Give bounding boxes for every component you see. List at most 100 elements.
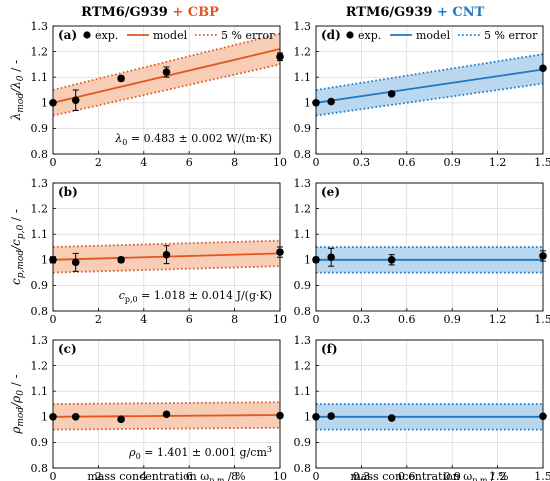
y-axis-label-sub2: 0 — [16, 75, 26, 81]
y-tick-label: 1 — [41, 411, 48, 424]
data-point — [327, 412, 335, 420]
y-axis-label-unit: / - — [9, 60, 23, 76]
y-axis-label-main: c — [9, 278, 23, 285]
x-tick-label: 8 — [231, 156, 238, 169]
annotation-subscript: 0 — [122, 138, 127, 147]
panel-label: (f) — [321, 342, 338, 356]
x-tick-label: 6 — [186, 156, 193, 169]
legend-label-error: 5 % error — [484, 29, 538, 42]
x-tick-label: 0 — [313, 470, 320, 481]
panel-b: 0.80.911.11.21.30 2 4 6 8 10(b)cp,mod/cp,0 / … — [9, 177, 287, 326]
data-point — [387, 255, 396, 264]
x-tick-label: 1.5 — [534, 313, 550, 326]
x-tick-label: 0.9 — [443, 313, 461, 326]
panel-label: (a) — [58, 28, 77, 42]
axes-frame — [315, 25, 544, 155]
column-title-right-suffix: + CNT — [437, 5, 485, 20]
y-tick-label: 0.8 — [294, 305, 312, 318]
x-axis-label-sub: p,m — [209, 476, 225, 481]
x-tick-label: 10 — [273, 470, 287, 481]
y-tick-label: 1 — [304, 97, 311, 110]
data-point — [387, 414, 396, 422]
legend-label-exp: exp. — [95, 29, 118, 42]
x-tick-label: 0 — [313, 313, 320, 326]
panel-c: 0.80.911.11.21.30 2 4 6 8 10(c)ρmod/ρ0 / -ρ0 … — [9, 334, 287, 481]
x-tick-label: 4 — [140, 313, 147, 326]
x-axis-label-main: mass concentration ω — [87, 470, 209, 481]
y-axis-label-mid: /λ — [9, 81, 23, 94]
y-tick-label: 0.8 — [294, 148, 312, 161]
x-tick-label: 0.6 — [398, 470, 416, 481]
annotation-symbol: c — [119, 289, 125, 302]
x-axis-label-unit: / % — [487, 470, 508, 481]
y-tick-label: 1.2 — [31, 359, 49, 372]
x-tick-label: 0.3 — [353, 470, 371, 481]
x-tick-label: 10 — [273, 156, 287, 169]
data-point — [387, 90, 396, 98]
y-tick-label: 0.8 — [31, 462, 49, 475]
y-axis-label-sub2: p,0 — [16, 225, 26, 240]
data-point — [162, 68, 171, 76]
y-tick-label: 0.9 — [294, 279, 312, 292]
x-tick-label: 2 — [95, 313, 102, 326]
y-axis-label-sub: p,mod — [16, 250, 26, 279]
y-tick-label: 1.3 — [31, 20, 49, 33]
data-point — [162, 410, 171, 419]
annotation-subscript: p,0 — [125, 295, 138, 304]
panel-label: (d) — [321, 28, 341, 42]
legend-marker-exp — [83, 31, 91, 39]
y-tick-label: 1.3 — [294, 177, 312, 190]
data-point — [117, 74, 125, 83]
data-point — [117, 415, 125, 424]
y-tick-label: 1.3 — [31, 334, 49, 347]
legend: exp. model 5 % error — [83, 29, 275, 42]
x-tick-label: 1.5 — [534, 470, 550, 481]
error-band-upper — [52, 401, 281, 405]
annotation-value: = 1.018 ± 0.014 J/(g·K) — [138, 289, 272, 302]
x-tick-label: 0 — [50, 156, 57, 169]
x-tick-label: 6 — [186, 313, 193, 326]
y-tick-label: 0.9 — [31, 122, 49, 135]
y-tick-label: 1 — [41, 254, 48, 267]
y-tick-label: 1.3 — [31, 177, 49, 190]
panel-a: 0.80.911.11.21.30 2 4 6 8 10(a)λmod/λ0 / -λ0 … — [9, 20, 287, 169]
panel-d: 0.8 0.9 1 1.1 1.2 1.3 0 0.3 0.6 0.9 1.2 1.5 (d) exp. m… — [294, 20, 550, 169]
annotation-value: = 0.483 ± 0.002 W/(m·K) — [127, 132, 272, 145]
x-axis-label-unit: / % — [224, 470, 245, 481]
y-axis-label-mid: /ρ — [9, 396, 23, 408]
y-tick-label: 1.1 — [31, 71, 49, 84]
error-band-upper — [52, 32, 281, 91]
legend-label-model: model — [153, 29, 188, 42]
y-tick-label: 0.8 — [294, 462, 312, 475]
annotation-subscript: 0 — [136, 452, 141, 461]
panel-annotation: cp,0 = 1.018 ± 0.014 J/(g·K) — [119, 289, 272, 304]
y-axis-label-unit: / - — [9, 209, 23, 225]
x-tick-label: 0.6 — [398, 156, 416, 169]
panel-annotation: ρ0 = 1.401 ± 0.001 g/cm3 — [128, 445, 272, 461]
x-tick-label: 1.2 — [489, 313, 507, 326]
y-tick-label: 1.1 — [294, 71, 312, 84]
legend-label-exp: exp. — [358, 29, 381, 42]
x-tick-label: 2 — [95, 470, 102, 481]
y-tick-label: 1.1 — [31, 228, 49, 241]
legend: exp. model 5 % error — [346, 29, 538, 42]
y-axis-label-sub2: 0 — [16, 390, 26, 396]
y-axis-label-mid: /c — [9, 239, 23, 251]
legend-marker-exp — [346, 31, 354, 39]
error-band-lower — [52, 63, 281, 117]
annotation-superscript: 3 — [267, 445, 272, 454]
annotation-symbol: λ — [114, 132, 122, 145]
x-tick-label: 1.2 — [489, 156, 507, 169]
panels: 0.80.911.11.21.30 2 4 6 8 10(a)λmod/λ0 / -λ0 … — [9, 20, 550, 481]
column-title-left: RTM6/G939 + CBP — [81, 5, 219, 20]
x-tick-label: 1.2 — [489, 470, 507, 481]
x-axis-label: mass concentration ωp,m / % — [87, 470, 245, 481]
data-point — [117, 255, 125, 264]
panel-label: (b) — [58, 185, 78, 199]
y-tick-label: 1.1 — [31, 385, 49, 398]
y-tick-label: 0.8 — [31, 305, 49, 318]
error-band-lower — [52, 265, 281, 274]
y-tick-label: 1.3 — [294, 334, 312, 347]
y-tick-label: 1.2 — [31, 202, 49, 215]
